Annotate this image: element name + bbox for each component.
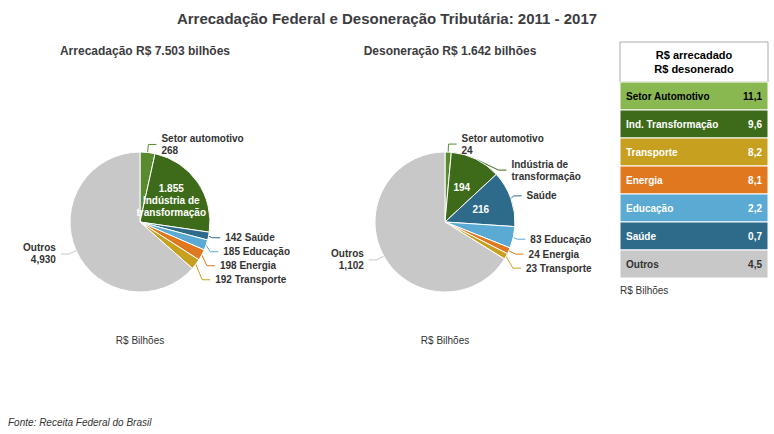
svg-text:R$ Bilhões: R$ Bilhões [620,285,668,296]
svg-text:194: 194 [453,182,470,193]
svg-text:Setor automotivo: Setor automotivo [462,133,544,144]
svg-text:1,102: 1,102 [339,260,364,271]
svg-text:R$ Bilhões: R$ Bilhões [421,335,469,346]
svg-text:2,2: 2,2 [748,203,762,214]
svg-text:Energia: Energia [626,175,663,186]
svg-text:Desoneração R$ 1.642 bilhões: Desoneração R$ 1.642 bilhões [364,44,537,58]
svg-text:Outros: Outros [331,248,364,259]
svg-text:Setor Automotivo: Setor Automotivo [626,91,710,102]
svg-text:Indústria de: Indústria de [143,195,200,206]
svg-text:Saúde: Saúde [527,190,557,201]
svg-text:Fonte: Receita Federal do Bras: Fonte: Receita Federal do Brasil [8,417,152,428]
svg-text:198 Energia: 198 Energia [220,260,277,271]
svg-text:R$ Bilhões: R$ Bilhões [116,335,164,346]
svg-text:142 Saúde: 142 Saúde [225,232,275,243]
svg-text:192 Transporte: 192 Transporte [215,274,287,285]
svg-text:216: 216 [472,204,489,215]
svg-text:transformação: transformação [137,207,206,218]
svg-text:Outros: Outros [626,259,659,270]
svg-text:R$ desonerado: R$ desonerado [654,63,734,75]
svg-text:transformação: transformação [511,171,580,182]
svg-text:11,1: 11,1 [743,91,762,102]
svg-text:Saúde: Saúde [626,231,656,242]
svg-text:24 Energia: 24 Energia [529,249,580,260]
svg-text:Outros: Outros [23,242,56,253]
svg-text:23 Transporte: 23 Transporte [526,263,592,274]
svg-text:Indústria de: Indústria de [511,159,568,170]
svg-text:9,6: 9,6 [748,119,762,130]
svg-text:1.855: 1.855 [159,183,184,194]
svg-text:8,1: 8,1 [748,175,762,186]
svg-text:0,7: 0,7 [748,231,762,242]
svg-text:Educação: Educação [626,203,673,214]
svg-text:83 Educação: 83 Educação [530,234,591,245]
svg-text:R$ arrecadado: R$ arrecadado [656,49,733,61]
svg-text:185 Educação: 185 Educação [223,246,290,257]
svg-text:4,5: 4,5 [748,259,762,270]
svg-text:Transporte: Transporte [626,147,678,158]
svg-text:4,930: 4,930 [31,254,56,265]
svg-text:Arrecadação Federal e Desonera: Arrecadação Federal e Desoneração Tribut… [177,10,597,27]
svg-text:268: 268 [161,145,178,156]
svg-text:Ind. Transformação: Ind. Transformação [626,119,718,130]
svg-text:8,2: 8,2 [748,147,762,158]
svg-text:Arrecadação R$ 7.503 bilhões: Arrecadação R$ 7.503 bilhões [60,44,230,58]
svg-text:Setor automotivo: Setor automotivo [161,133,243,144]
svg-text:24: 24 [462,145,474,156]
